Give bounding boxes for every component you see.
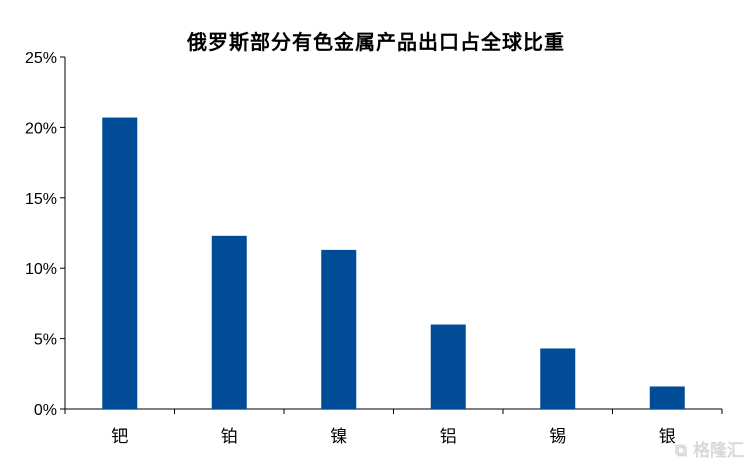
- bar-铝: [430, 324, 466, 409]
- y-tick-label: 25%: [25, 50, 57, 67]
- watermark-logo: ⧉ 格隆汇: [674, 441, 744, 461]
- x-tick-label: 铂: [221, 427, 238, 447]
- bar-镍: [321, 249, 357, 409]
- x-tick-label: 锡: [549, 427, 566, 447]
- y-tick-label: 10%: [25, 261, 57, 278]
- bar-钯: [102, 117, 138, 409]
- bar-银: [649, 386, 685, 409]
- bar-铂: [211, 235, 247, 409]
- y-tick-label: 0%: [34, 402, 57, 419]
- chart-title: 俄罗斯部分有色金属产品出口占全球比重: [187, 30, 565, 54]
- x-tick-label: 镍: [330, 427, 347, 447]
- x-tick-label: 银: [659, 427, 676, 447]
- y-tick-label: 20%: [25, 120, 57, 137]
- bar-锡: [540, 348, 576, 409]
- y-tick-label: 15%: [25, 191, 57, 208]
- watermark-text: 格隆汇: [693, 441, 744, 461]
- y-tick-label: 5%: [34, 332, 57, 349]
- x-tick-label: 铝: [440, 427, 457, 447]
- x-tick-label: 钯: [111, 427, 128, 447]
